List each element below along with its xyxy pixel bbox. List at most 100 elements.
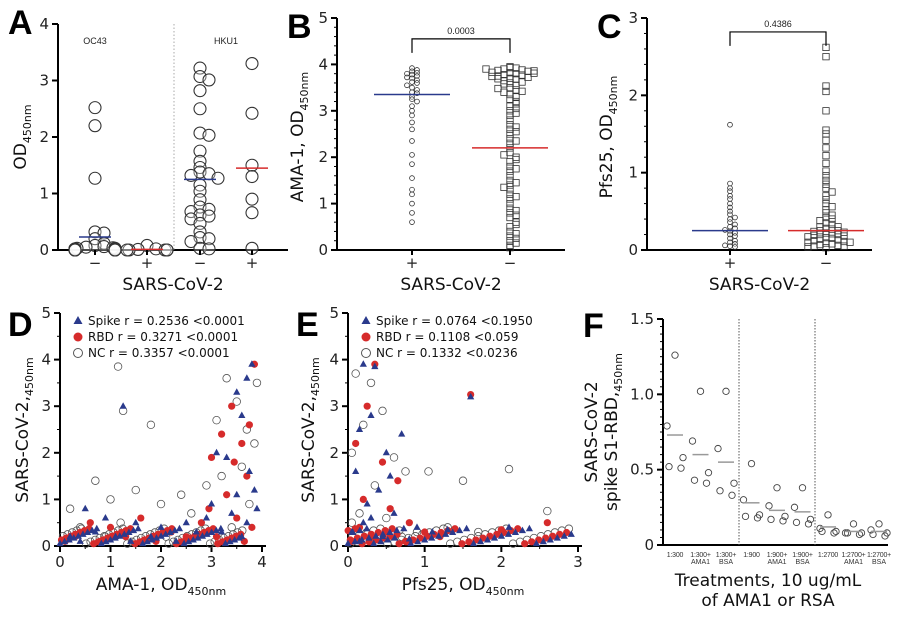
data-point: [727, 243, 733, 249]
data-point: [828, 211, 836, 219]
data-point: [822, 234, 830, 242]
data-point: [530, 69, 538, 77]
data-point: [822, 107, 830, 115]
data-point: [482, 65, 490, 73]
legend-open-circle-icon: [361, 348, 371, 358]
nc-point: [222, 374, 231, 383]
spike-point: [129, 526, 138, 534]
spike-point: [428, 534, 436, 541]
data-point: [828, 240, 836, 248]
nc-point: [347, 448, 357, 457]
data-point: [500, 65, 508, 73]
data-point: [506, 241, 514, 249]
spike-point: [106, 535, 115, 543]
data-point: [409, 79, 415, 85]
data-point: [512, 100, 520, 108]
data-point: [732, 244, 738, 250]
data-point: [855, 530, 864, 539]
y-tick-label: 0.5: [630, 461, 654, 479]
data-point: [818, 527, 826, 536]
data-point: [671, 351, 679, 359]
data-point: [184, 234, 198, 249]
data-point: [88, 101, 102, 115]
y-label-subscript: 450nm: [298, 72, 311, 111]
data-point: [409, 108, 415, 114]
data-point: [512, 64, 520, 72]
data-point: [409, 175, 415, 181]
nc-point: [237, 462, 246, 471]
data-point: [781, 512, 789, 521]
spike-point: [134, 524, 142, 532]
nc-point: [252, 378, 262, 388]
x-tick-sublabel: AMA1: [767, 559, 786, 566]
spike-point: [231, 535, 239, 543]
spike-point: [483, 535, 492, 543]
data-point: [409, 112, 415, 119]
data-point: [500, 151, 508, 159]
data-point: [727, 188, 733, 195]
spike-point: [497, 532, 506, 539]
data-point: [202, 209, 216, 223]
data-point: [506, 209, 514, 217]
data-point: [822, 136, 830, 144]
y-tick-label: 4: [39, 15, 49, 33]
y-tick-label: 1: [329, 490, 339, 508]
data-point: [414, 73, 420, 79]
data-point: [665, 463, 673, 471]
y-tick-label: 2: [329, 444, 339, 462]
spike-point: [228, 509, 236, 516]
data-point: [753, 514, 762, 522]
spike-point: [223, 453, 231, 460]
rbd-point: [207, 453, 216, 462]
rbd-point: [230, 458, 238, 466]
legend-dot-icon: [361, 332, 371, 342]
y-tick-label: 1: [628, 164, 638, 182]
data-point: [722, 387, 730, 395]
spike-point: [518, 526, 527, 534]
data-point: [828, 203, 836, 211]
spike-point: [143, 537, 151, 545]
spike-point: [379, 530, 387, 537]
data-point: [841, 529, 850, 537]
spike-point: [355, 425, 364, 432]
spike-point: [351, 537, 359, 545]
panel-letter: E: [296, 306, 319, 344]
y-label-main: SARS-CoV-2,: [299, 396, 319, 503]
nc-point: [347, 518, 357, 527]
panel-letter: B: [287, 8, 312, 46]
x-axis-label: Pfs25, OD450nm: [402, 575, 525, 598]
data-point: [506, 172, 514, 180]
y-label-main: Pfs25, OD: [597, 114, 617, 198]
data-point: [804, 233, 812, 241]
data-point: [506, 116, 514, 124]
x-tick-label: 0: [55, 553, 65, 571]
data-point: [840, 228, 848, 236]
data-point: [881, 532, 889, 540]
spike-point: [226, 537, 234, 545]
spike-point: [390, 509, 398, 516]
spike-point: [233, 388, 241, 395]
y-label-subscript: 450nm: [21, 104, 34, 143]
data-point: [193, 144, 207, 158]
y-tick-label: 0: [39, 241, 49, 259]
spike-point: [359, 518, 367, 526]
data-point: [767, 515, 775, 524]
data-point: [409, 210, 415, 216]
y-label-main: SARS-CoV-2: [582, 381, 602, 482]
nc-point: [458, 476, 468, 485]
spike-point: [407, 539, 415, 547]
data-point: [202, 73, 216, 87]
data-point: [822, 176, 830, 184]
data-point: [506, 107, 514, 115]
data-point: [494, 84, 502, 93]
data-point: [518, 78, 526, 86]
rbd-point: [106, 523, 115, 531]
spike-point: [476, 537, 485, 545]
spike-point: [456, 526, 464, 534]
legend-open-circle-icon: [73, 348, 83, 358]
panel-a: 0 1 2 3 4 OC43 HKU1 − + − + OD450nm SARS-CoV-2: [11, 15, 288, 295]
spike-point: [377, 537, 385, 545]
data-point: [506, 125, 514, 133]
data-point: [822, 199, 830, 208]
